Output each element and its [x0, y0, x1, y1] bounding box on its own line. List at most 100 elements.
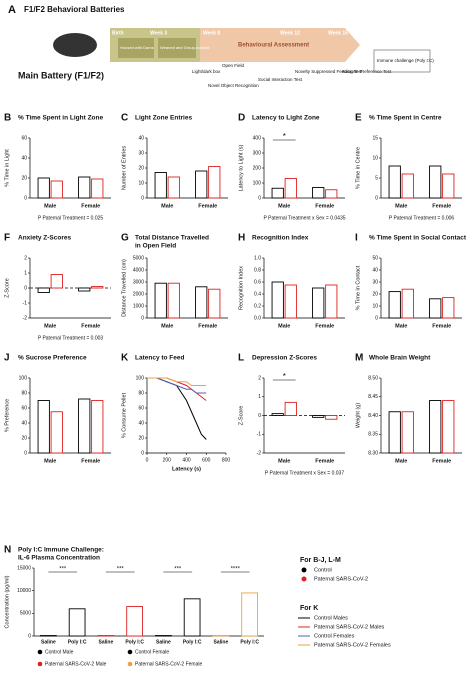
bar	[126, 606, 143, 637]
diagram-title: F1/F2 Behavioral Batteries	[24, 5, 125, 14]
panel-label: M	[355, 353, 363, 364]
legend-label: Control	[314, 567, 332, 573]
y-tick-label: 8.45	[368, 394, 378, 400]
x-tick-label: 800	[222, 457, 231, 463]
y-tick-label: 8.50	[368, 375, 378, 381]
y-tick-label: 5000	[133, 255, 144, 261]
stat-note: P Paternal Treatment = 0.025	[38, 215, 104, 221]
bar	[91, 178, 104, 199]
survival-line	[147, 377, 207, 386]
y-tick-label: 0.4	[254, 291, 261, 297]
y-tick-label: 2	[258, 375, 261, 381]
y-tick-label: 3000	[133, 279, 144, 285]
stat-note: P Paternal Treatment x Sex = 0.037	[265, 470, 344, 476]
y-axis-label: % Preference	[4, 399, 10, 432]
bar	[325, 189, 338, 199]
main-battery: Main Battery (F1/F2)	[18, 70, 104, 80]
bar	[208, 288, 221, 319]
legend-swatch	[127, 661, 133, 667]
legend-label: Control Females	[314, 633, 355, 639]
x-tick-label: Male	[161, 323, 173, 329]
y-axis-label: % Time in Centre	[355, 147, 361, 189]
y-tick-label: 20	[138, 435, 144, 441]
y-tick-label: 40	[21, 155, 27, 161]
y-tick-label: -2	[257, 450, 262, 456]
legend-label: Control Female	[135, 649, 169, 655]
week: Week 15	[328, 30, 348, 36]
y-tick-label: 0	[24, 450, 27, 456]
x-tick-label: Male	[395, 203, 407, 209]
y-tick-label: 4000	[133, 267, 144, 273]
panel-title: % Sucrose Preference	[18, 355, 87, 362]
y-tick-label: 80	[138, 390, 144, 396]
y-tick-label: 30	[372, 279, 378, 285]
panel-label: K	[121, 353, 129, 364]
x-tick-label: Saline	[41, 639, 56, 645]
bar	[154, 282, 167, 319]
x-tick-label: Female	[81, 203, 100, 209]
x-tick-label: Poly I:C	[240, 639, 259, 645]
bar	[208, 166, 221, 199]
x-tick-label: Male	[44, 458, 56, 464]
bar	[37, 287, 50, 293]
x-tick-label: Female	[198, 203, 217, 209]
x-tick-label: Female	[432, 323, 451, 329]
bar	[429, 165, 442, 199]
panel-title: Anxiety Z-Scores	[18, 235, 71, 242]
significance: *	[283, 372, 286, 381]
bar	[442, 297, 455, 319]
x-tick-label: 600	[202, 457, 211, 463]
bar	[388, 411, 401, 454]
x-tick-label: Saline	[99, 639, 114, 645]
panel-title: Poly I:C Immune Challenge:	[18, 547, 104, 554]
y-tick-label: 60	[21, 135, 27, 141]
y-tick-label: 0.0	[254, 315, 261, 321]
x-tick-label: Male	[44, 203, 56, 209]
bar	[78, 398, 91, 454]
y-axis-label: Concentration (pg/ml)	[4, 575, 10, 628]
panel-title: IL-6 Plasma Concentration	[18, 555, 100, 562]
y-tick-label: 40	[138, 135, 144, 141]
stage: Weaned and Group-housed	[160, 45, 209, 50]
stat-note: P Paternal Treatment = 0.006	[389, 215, 455, 221]
y-axis-label: Z-Score	[238, 406, 244, 426]
panel-title: in Open Field	[135, 243, 176, 250]
y-tick-label: 2	[24, 255, 27, 261]
y-tick-label: 5	[375, 175, 378, 181]
stage-box	[118, 38, 154, 58]
bar	[401, 411, 414, 454]
legend-swatch	[301, 576, 307, 582]
x-tick-label: Poly I:C	[125, 639, 144, 645]
bar	[284, 284, 297, 319]
bar	[68, 608, 86, 637]
x-tick-label: Poly I:C	[68, 639, 87, 645]
y-axis-label: Weight (g)	[355, 403, 361, 428]
x-tick-label: Male	[161, 203, 173, 209]
bar	[284, 178, 297, 199]
y-tick-label: 15000	[17, 565, 31, 571]
bar	[154, 172, 167, 199]
y-tick-label: 10	[372, 155, 378, 161]
panel-label: F	[4, 233, 10, 244]
y-tick-label: 1	[24, 270, 27, 276]
bar	[284, 401, 297, 416]
y-tick-label: 15	[372, 135, 378, 141]
y-tick-label: 0	[375, 195, 378, 201]
bar	[91, 400, 104, 454]
legend-label: Paternal SARS-CoV-2 Females	[314, 642, 391, 648]
test: Social Interaction Test	[258, 77, 303, 82]
y-tick-label: 100	[136, 375, 145, 381]
y-tick-label: 0	[24, 195, 27, 201]
x-tick-label: Female	[315, 323, 334, 329]
y-tick-label: -2	[23, 315, 28, 321]
y-tick-label: 8.35	[368, 432, 378, 438]
bar	[50, 180, 63, 199]
bar	[50, 274, 63, 289]
y-tick-label: 0.8	[254, 267, 261, 273]
challenge: Immune challenge (Poly I:C)	[377, 58, 434, 63]
stat-note: P Paternal Treatment = 0.003	[38, 335, 104, 341]
y-tick-label: 100	[19, 375, 28, 381]
week: Week 12	[280, 30, 300, 36]
panel-label: N	[4, 545, 11, 556]
